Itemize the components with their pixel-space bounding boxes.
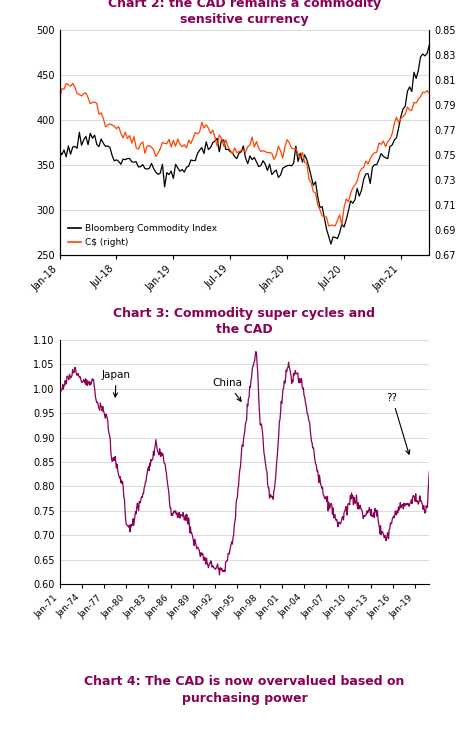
- Text: ??: ??: [386, 393, 409, 454]
- Text: China: China: [212, 379, 242, 401]
- C$ (right): [253, 137, 259, 146]
- C$ (right): [325, 222, 331, 230]
- Text: Japan: Japan: [101, 370, 130, 397]
- C$ (right): [111, 122, 117, 130]
- C$ (right): [238, 146, 244, 155]
- Bloomberg Commodity Index: [426, 41, 431, 50]
- Bloomberg Commodity Index: [251, 153, 257, 162]
- Text: Chart 4: The CAD is now overvalued based on
purchasing power: Chart 4: The CAD is now overvalued based…: [84, 676, 404, 705]
- Bloomberg Commodity Index: [388, 141, 394, 150]
- Bloomberg Commodity Index: [194, 149, 200, 158]
- C$ (right): [70, 79, 76, 88]
- Bloomberg Commodity Index: [233, 154, 239, 163]
- Bloomberg Commodity Index: [236, 149, 241, 158]
- C$ (right): [426, 89, 431, 98]
- Title: Chart 2: the CAD remains a commodity
sensitive currency: Chart 2: the CAD remains a commodity sen…: [108, 0, 380, 26]
- C$ (right): [57, 95, 62, 104]
- Bloomberg Commodity Index: [327, 239, 333, 248]
- Title: Chart 3: Commodity super cycles and
the CAD: Chart 3: Commodity super cycles and the …: [113, 307, 375, 336]
- Bloomberg Commodity Index: [109, 151, 115, 160]
- Line: Bloomberg Commodity Index: Bloomberg Commodity Index: [60, 45, 428, 244]
- Bloomberg Commodity Index: [57, 147, 62, 156]
- C$ (right): [236, 147, 241, 156]
- Legend: Bloomberg Commodity Index, C$ (right): Bloomberg Commodity Index, C$ (right): [64, 221, 220, 250]
- C$ (right): [196, 127, 202, 136]
- C$ (right): [391, 119, 397, 128]
- Line: C$ (right): C$ (right): [60, 84, 428, 226]
